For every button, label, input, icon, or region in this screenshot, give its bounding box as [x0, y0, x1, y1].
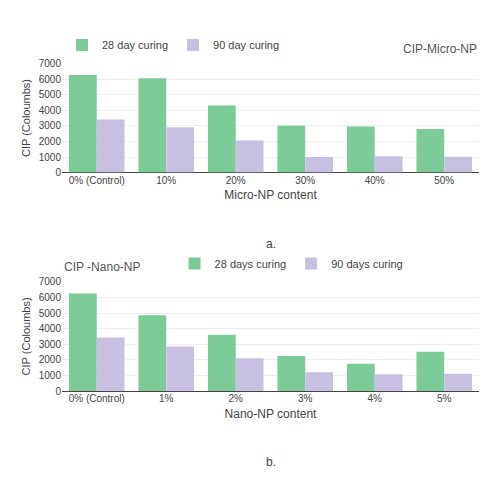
- svg-text:4000: 4000: [39, 105, 62, 116]
- svg-text:3000: 3000: [39, 120, 62, 131]
- svg-text:0% (Control): 0% (Control): [69, 393, 125, 404]
- svg-text:0% (Control): 0% (Control): [69, 175, 125, 186]
- svg-text:Nano-NP content: Nano-NP content: [225, 407, 318, 421]
- svg-text:5000: 5000: [39, 89, 62, 100]
- svg-text:1%: 1%: [159, 393, 174, 404]
- svg-text:20%: 20%: [226, 175, 246, 186]
- svg-text:28 days curing: 28 days curing: [215, 258, 287, 270]
- svg-text:4000: 4000: [39, 323, 62, 334]
- svg-text:Micro-NP content: Micro-NP content: [224, 188, 317, 202]
- svg-text:40%: 40%: [365, 175, 385, 186]
- svg-text:28 day curing: 28 day curing: [102, 39, 168, 51]
- svg-text:0: 0: [55, 167, 61, 178]
- svg-text:4%: 4%: [368, 393, 383, 404]
- svg-text:90 days curing: 90 days curing: [331, 258, 403, 270]
- svg-text:a.: a.: [266, 237, 276, 251]
- svg-text:CIP (Coloumbs): CIP (Coloumbs): [20, 297, 32, 375]
- svg-text:10%: 10%: [156, 175, 176, 186]
- svg-text:3000: 3000: [39, 339, 62, 350]
- svg-text:2000: 2000: [39, 136, 62, 147]
- svg-text:7000: 7000: [39, 58, 62, 69]
- svg-text:6000: 6000: [39, 74, 62, 85]
- svg-text:CIP-Micro-NP: CIP-Micro-NP: [403, 42, 477, 56]
- svg-text:30%: 30%: [295, 175, 315, 186]
- svg-text:90 day curing: 90 day curing: [213, 39, 279, 51]
- svg-text:2%: 2%: [229, 393, 244, 404]
- svg-text:0: 0: [55, 386, 61, 397]
- svg-text:5000: 5000: [39, 308, 62, 319]
- svg-text:1000: 1000: [39, 370, 62, 381]
- svg-text:CIP -Nano-NP: CIP -Nano-NP: [64, 260, 140, 274]
- svg-text:2000: 2000: [39, 354, 62, 365]
- svg-text:1000: 1000: [39, 152, 62, 163]
- svg-text:7000: 7000: [39, 276, 62, 287]
- svg-text:6000: 6000: [39, 292, 62, 303]
- svg-text:3%: 3%: [298, 393, 313, 404]
- svg-text:CIP (Coloumbs): CIP (Coloumbs): [20, 79, 32, 157]
- svg-text:b.: b.: [266, 455, 276, 469]
- svg-text:5%: 5%: [437, 393, 452, 404]
- svg-text:50%: 50%: [434, 175, 454, 186]
